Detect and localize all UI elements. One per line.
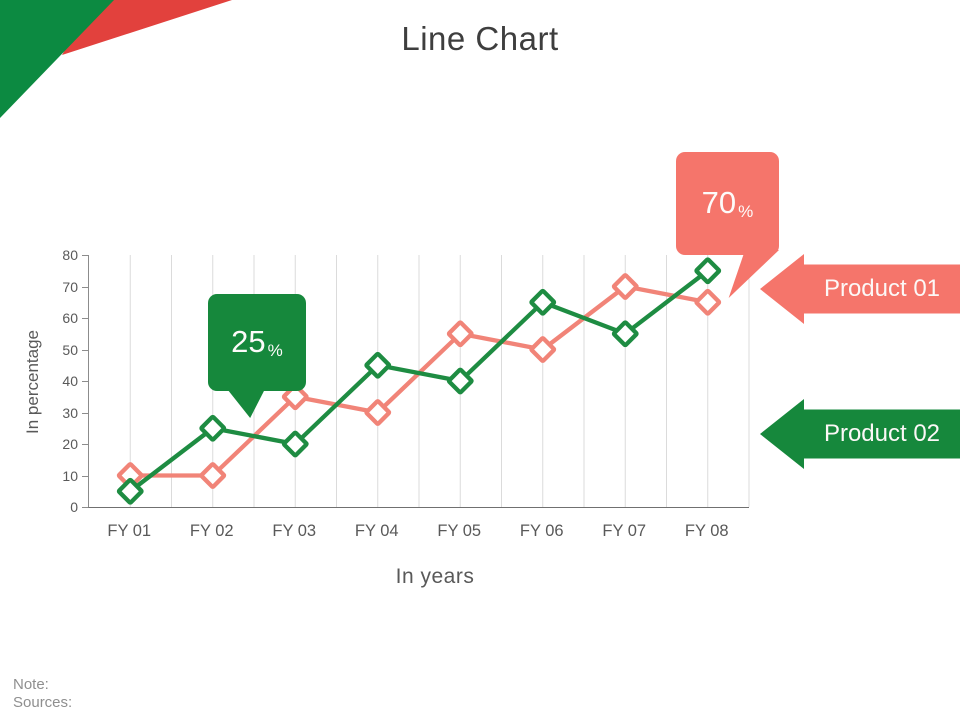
plot-area xyxy=(88,255,750,508)
note-label: Note: xyxy=(13,676,49,693)
callout-product-01-value: 70% xyxy=(676,152,779,255)
callout-product-02-value: 25% xyxy=(208,294,306,391)
series-label-product-02: Product 02 xyxy=(760,399,960,469)
marker-product-01-fy-02 xyxy=(199,462,227,489)
series-label-text: Product 02 xyxy=(823,420,941,447)
x-tick-label: FY 06 xyxy=(519,522,564,540)
y-tick-label: 30 xyxy=(62,404,78,421)
x-tick-label: FY 05 xyxy=(437,522,482,540)
marker-product-02-fy-07 xyxy=(611,320,639,348)
corner-decoration xyxy=(0,0,250,130)
marker-product-01-fy-08 xyxy=(694,288,722,316)
series-label-text: Product 01 xyxy=(823,275,941,302)
marker-product-02-fy-08 xyxy=(694,257,722,285)
line-chart-canvas xyxy=(116,255,750,507)
y-tick-mark xyxy=(82,475,88,477)
series-label-product-01: Product 01 xyxy=(760,254,960,324)
x-tick-label: FY 01 xyxy=(107,522,152,540)
x-tick-label: FY 03 xyxy=(272,522,317,540)
y-tick-mark xyxy=(82,349,88,351)
x-tick-label: FY 08 xyxy=(684,522,729,540)
marker-product-01-fy-07 xyxy=(611,273,639,300)
y-tick-mark xyxy=(82,255,88,256)
y-tick-label: 50 xyxy=(62,341,78,358)
y-tick-label: 0 xyxy=(70,499,78,515)
marker-product-02-fy-05 xyxy=(446,367,474,395)
y-tick-mark xyxy=(82,286,88,288)
y-tick-mark xyxy=(82,507,88,508)
marker-product-01-fy-04 xyxy=(364,399,392,426)
y-tick-mark xyxy=(82,318,88,319)
y-tick-mark xyxy=(82,412,88,414)
y-tick-label: 80 xyxy=(62,247,78,263)
y-tick-label: 20 xyxy=(62,436,78,452)
page-title: Line Chart xyxy=(401,20,559,57)
marker-product-02-fy-03 xyxy=(281,430,309,458)
marker-product-02-fy-01 xyxy=(116,477,144,505)
series-line-product-02 xyxy=(128,269,710,493)
x-axis-title: In years xyxy=(395,565,475,588)
y-tick-label: 70 xyxy=(62,278,78,295)
marker-product-01-fy-06 xyxy=(529,336,557,363)
sources-label: Sources: xyxy=(13,694,73,711)
marker-product-02-fy-02 xyxy=(199,414,227,442)
marker-product-01-fy-05 xyxy=(446,320,474,348)
y-tick-mark xyxy=(82,381,88,382)
marker-product-02-fy-06 xyxy=(529,288,557,316)
x-tick-label: FY 07 xyxy=(602,522,647,540)
y-tick-label: 60 xyxy=(62,310,78,326)
y-tick-label: 40 xyxy=(62,373,78,389)
callout-text: 70% xyxy=(701,185,754,221)
marker-product-01-fy-01 xyxy=(116,462,144,489)
x-tick-label: FY 02 xyxy=(189,522,234,540)
y-tick-mark xyxy=(82,444,88,445)
marker-product-02-fy-04 xyxy=(364,351,392,379)
callout-text: 25% xyxy=(231,324,283,360)
x-tick-label: FY 04 xyxy=(354,522,399,540)
y-tick-label: 10 xyxy=(62,467,78,484)
